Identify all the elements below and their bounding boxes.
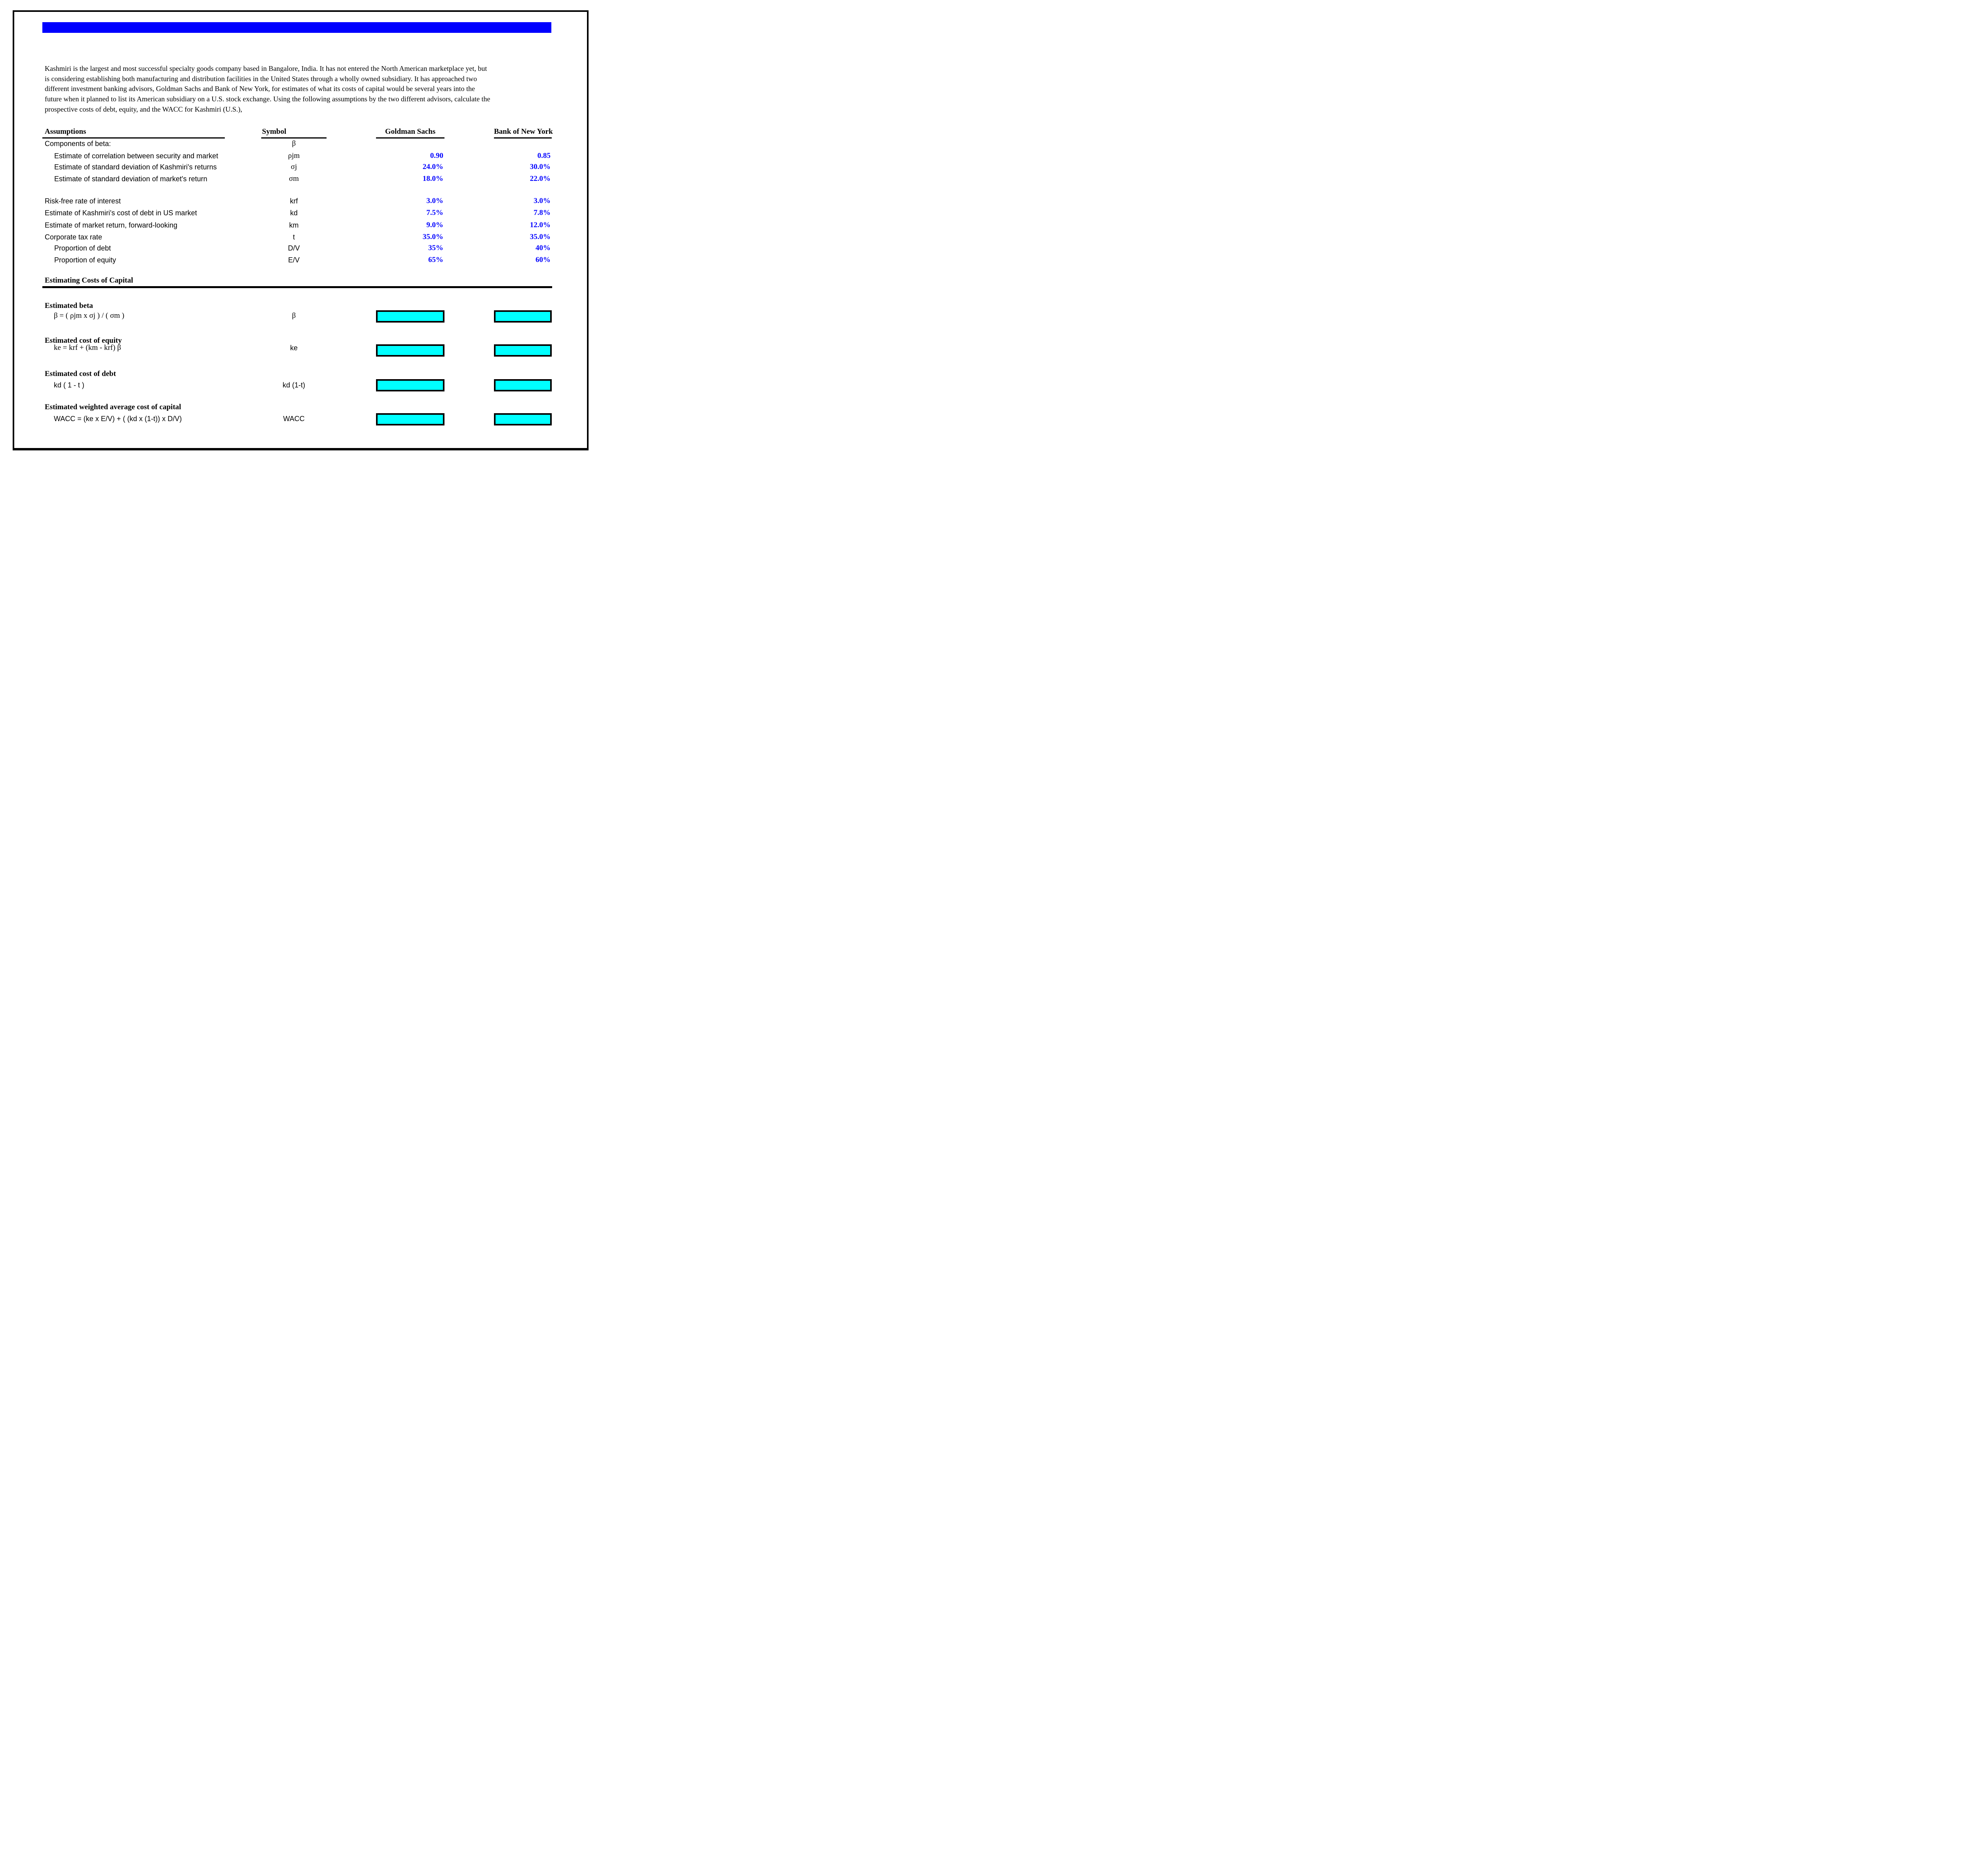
page-title: Problem 13.7 Kashmiri's Cost of Capital — [48, 33, 188, 42]
header-underline-goldman-sachs — [376, 137, 444, 139]
block-formula: kd ( 1 - t ) — [54, 381, 85, 389]
header-underline-bank-of-new-york — [494, 137, 552, 139]
header-underline-symbol — [261, 137, 327, 139]
block-heading: Estimated beta — [45, 302, 93, 310]
row-label: Estimate of Kashmiri's cost of debt in U… — [45, 209, 197, 217]
row-value-goldman-sachs: 3.0% — [426, 197, 443, 205]
table-row: Estimate of Kashmiri's cost of debt in U… — [0, 209, 600, 217]
block-heading: Estimated cost of equity — [45, 336, 122, 345]
row-value-bank-of-new-york: 12.0% — [530, 221, 551, 229]
table-row: Corporate tax rate t 35.0% 35.0% — [0, 233, 600, 241]
row-label: Estimate of market return, forward-looki… — [45, 221, 178, 229]
input-cell-bank-of-new-york[interactable] — [494, 379, 552, 391]
row-label: Risk-free rate of interest — [45, 197, 121, 205]
row-value-goldman-sachs: 65% — [428, 256, 443, 264]
worksheet-page: { "page": { "title": "Problem 13.7 Kashm… — [0, 0, 600, 469]
table-row: Estimate of market return, forward-looki… — [0, 221, 600, 230]
row-value-bank-of-new-york: 40% — [536, 244, 551, 252]
block-formula: WACC = (ke x E/V) + ( (kd x (1-t)) x D/V… — [54, 415, 182, 423]
row-value-bank-of-new-york: 60% — [536, 256, 551, 264]
row-value-bank-of-new-york: 35.0% — [530, 233, 551, 241]
row-value-goldman-sachs: 35% — [428, 244, 443, 252]
block-heading: Estimated weighted average cost of capit… — [45, 403, 181, 411]
row-value-goldman-sachs: 0.90 — [430, 152, 443, 160]
row-symbol: ρjm — [288, 152, 300, 160]
input-cell-goldman-sachs[interactable] — [376, 379, 444, 391]
row-value-goldman-sachs: 18.0% — [422, 175, 443, 183]
row-label: Proportion of equity — [54, 256, 116, 264]
row-value-bank-of-new-york: 30.0% — [530, 163, 551, 171]
row-label: Corporate tax rate — [45, 233, 103, 241]
row-label: Components of beta: — [45, 140, 111, 148]
table-row: Components of beta: β — [0, 139, 600, 148]
row-label: Estimate of standard deviation of Kashmi… — [54, 163, 217, 171]
input-cell-goldman-sachs[interactable] — [376, 310, 444, 323]
row-label: Proportion of debt — [54, 244, 111, 252]
row-symbol: krf — [290, 197, 298, 205]
title-banner: Problem 13.7 Kashmiri's Cost of Capital — [42, 22, 551, 42]
block-symbol: β — [292, 311, 296, 320]
row-value-bank-of-new-york: 0.85 — [537, 152, 551, 160]
table-row: Risk-free rate of interest krf 3.0% 3.0% — [0, 197, 600, 205]
header-underline-assumptions — [42, 137, 225, 139]
row-value-goldman-sachs: 35.0% — [422, 233, 443, 241]
row-label: Estimate of standard deviation of market… — [54, 175, 207, 183]
row-label: Estimate of correlation between security… — [54, 152, 218, 160]
input-cell-bank-of-new-york[interactable] — [494, 344, 552, 357]
row-value-bank-of-new-york: 7.8% — [534, 209, 551, 217]
table-row: Estimate of standard deviation of Kashmi… — [0, 163, 600, 171]
block-formula: β = ( ρjm x σj ) / ( σm ) — [54, 311, 125, 320]
table-row: Proportion of equity E/V 65% 60% — [0, 256, 600, 264]
block-symbol: kd (1-t) — [282, 381, 305, 389]
row-symbol: kd — [290, 209, 298, 217]
table-row: Proportion of debt D/V 35% 40% — [0, 244, 600, 253]
input-cell-bank-of-new-york[interactable] — [494, 310, 552, 323]
table-row: Estimate of correlation between security… — [0, 152, 600, 160]
page-border-frame — [13, 10, 589, 450]
section-divider-rule — [42, 286, 552, 288]
block-symbol: ke — [290, 344, 298, 352]
block-symbol: WACC — [283, 415, 305, 423]
table-row: Estimate of standard deviation of market… — [0, 175, 600, 183]
row-symbol: t — [292, 233, 295, 241]
column-header-goldman-sachs: Goldman Sachs — [385, 127, 436, 136]
row-value-goldman-sachs: 7.5% — [426, 209, 443, 217]
row-symbol: σj — [291, 163, 297, 171]
section-title-estimating-costs: Estimating Costs of Capital — [45, 276, 133, 285]
row-symbol: β — [292, 139, 296, 148]
column-header-assumptions: Assumptions — [45, 127, 86, 136]
row-symbol: σm — [289, 175, 299, 183]
row-value-goldman-sachs: 9.0% — [426, 221, 443, 229]
input-cell-goldman-sachs[interactable] — [376, 413, 444, 425]
row-symbol: E/V — [288, 256, 300, 264]
row-value-bank-of-new-york: 3.0% — [534, 197, 551, 205]
block-formula: ke = krf + (km - krf) β — [54, 344, 121, 352]
row-value-goldman-sachs: 24.0% — [422, 163, 443, 171]
row-value-bank-of-new-york: 22.0% — [530, 175, 551, 183]
input-cell-goldman-sachs[interactable] — [376, 344, 444, 357]
intro-paragraph: Kashmiri is the largest and most success… — [45, 65, 490, 113]
column-header-bank-of-new-york: Bank of New York — [494, 127, 553, 136]
block-heading: Estimated cost of debt — [45, 370, 116, 378]
column-header-symbol: Symbol — [262, 127, 287, 136]
row-symbol: D/V — [288, 244, 300, 252]
row-symbol: km — [289, 221, 299, 229]
input-cell-bank-of-new-york[interactable] — [494, 413, 552, 425]
